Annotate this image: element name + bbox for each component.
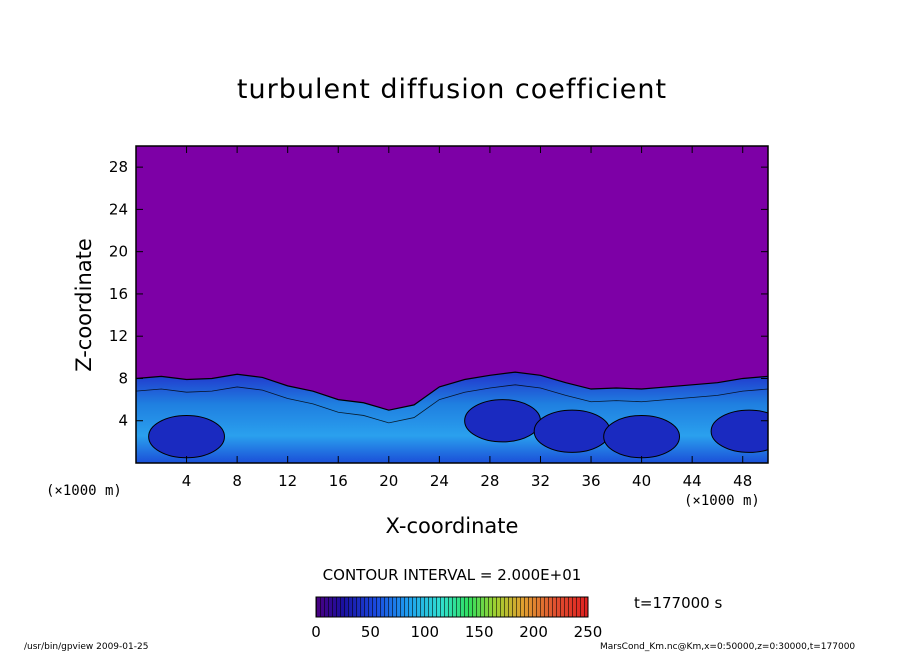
x-tick-label: 40 [632,472,651,490]
x-axis-label: X-coordinate [385,514,519,538]
eddy-core [533,409,611,453]
boundary-layer-contour [136,371,768,411]
inner-contour [136,384,768,424]
colorbar-tick-label: 150 [465,623,494,641]
y-tick-label: 16 [109,285,128,303]
x-tick-label: 20 [379,472,398,490]
x-tick-label: 48 [733,472,752,490]
colorbar-tick-label: 50 [361,623,380,641]
chart-title: turbulent diffusion coefficient [236,74,668,105]
x-tick-label: 24 [430,472,449,490]
contour-interval-label: CONTOUR INTERVAL = 2.000E+01 [322,566,582,584]
footer-right-text: MarsCond_Km.nc@Km,x=0:50000,z=0:30000,t=… [600,642,856,652]
x-axis-unit: (×1000 m) [684,493,760,509]
colorbar-tick-label: 100 [410,623,439,641]
x-tick-label: 8 [232,472,242,490]
colorbar-stripes [316,597,588,617]
eddy-core [464,399,541,443]
time-label: t=177000 s [634,594,723,612]
plot-frame [135,145,769,464]
eddy-core [710,409,768,453]
y-tick-label: 4 [118,412,128,430]
colorbar-tick-label: 0 [311,623,321,641]
x-tick-label: 28 [480,472,499,490]
y-tick-label: 28 [109,158,128,176]
y-tick-label: 8 [118,369,128,387]
colorbar-frame [315,596,589,618]
eddy-core [603,414,681,459]
x-tick-label: 44 [683,472,702,490]
y-tick-label: 12 [109,327,128,345]
x-tick-label: 4 [182,472,192,490]
y-tick-label: 24 [109,200,128,218]
x-tick-label: 12 [278,472,297,490]
x-tick-label: 16 [329,472,348,490]
eddy-core [148,414,225,459]
y-tick-label: 20 [109,243,128,261]
x-tick-label: 36 [581,472,600,490]
colorbar-tick-label: 250 [574,623,603,641]
footer-left-text: /usr/bin/gpview 2009-01-25 [24,642,149,652]
colorbar-tick-label: 200 [519,623,548,641]
x-tick-label: 32 [531,472,550,490]
z-axis-unit: (×1000 m) [46,483,122,499]
